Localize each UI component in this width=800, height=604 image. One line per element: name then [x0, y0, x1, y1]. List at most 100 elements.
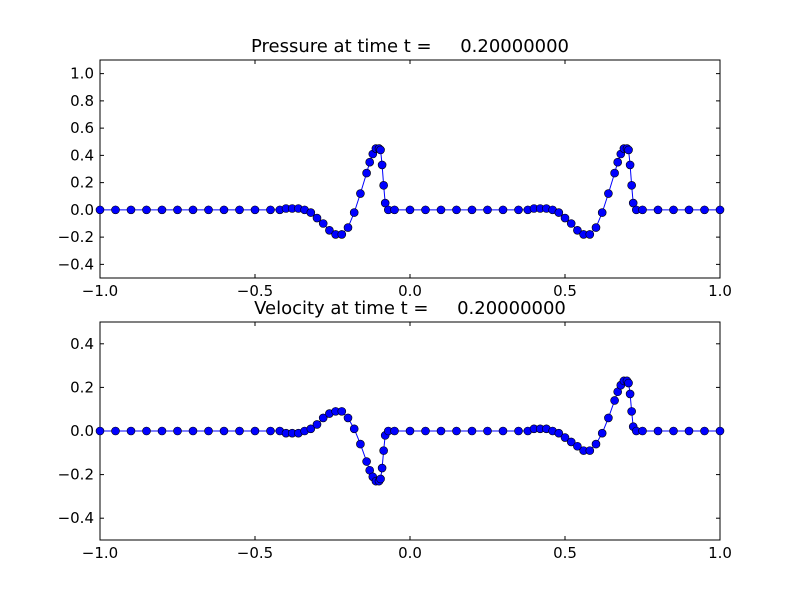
pressure-data-point	[266, 205, 275, 215]
pressure-ytick-label: 0.8	[70, 92, 94, 110]
pressure-ticks: −1.0 −0.5 0.0 0.5 1.0 −0.4 −0.2 0.0 0.2 0.4 0.6 0.8…	[58, 60, 732, 300]
velocity-data-point	[597, 428, 607, 438]
pressure-ytick-label: −0.4	[58, 255, 94, 273]
pressure-data-point	[126, 205, 136, 215]
pressure-data-point	[95, 205, 105, 215]
velocity-xtick-label: −0.5	[237, 544, 273, 562]
velocity-data-point	[318, 413, 328, 423]
velocity-data-point	[452, 426, 461, 436]
pressure-data-point	[638, 205, 647, 215]
velocity-data-point	[554, 428, 564, 438]
pressure-data-point	[498, 205, 508, 215]
pressure-ytick-label: −0.2	[58, 228, 94, 246]
pressure-axes: Pressure at time t = 0.20000000 −1.0 −0.5…	[58, 36, 732, 300]
pressure-data-point	[188, 205, 198, 215]
pressure-data-point	[173, 205, 182, 215]
pressure-data-point	[376, 145, 385, 155]
velocity-data-point	[573, 441, 582, 451]
velocity-data-point	[715, 426, 725, 436]
velocity-data-point	[566, 437, 576, 447]
pressure-data-point	[405, 205, 415, 215]
velocity-xtick-label: 1.0	[708, 544, 732, 562]
pressure-data-point	[142, 205, 151, 215]
velocity-data-point	[625, 389, 635, 399]
pressure-data-point	[219, 205, 229, 215]
pressure-data-point	[356, 189, 365, 198]
pressure-data-point	[560, 213, 570, 223]
velocity-ytick-label: 0.0	[70, 422, 94, 440]
velocity-data-point	[266, 426, 275, 436]
velocity-data-point	[627, 407, 636, 416]
pressure-data-point	[421, 205, 430, 215]
velocity-ytick-label: 0.2	[70, 378, 94, 396]
velocity-data-point	[653, 426, 663, 436]
velocity-data-point	[591, 439, 601, 449]
velocity-data-point	[337, 407, 347, 416]
pressure-data-point	[613, 157, 623, 167]
pressure-data-point	[436, 205, 446, 215]
velocity-data-point	[376, 474, 385, 484]
velocity-data-point	[349, 424, 359, 434]
velocity-ytick-label: 0.4	[70, 335, 94, 353]
velocity-data-point	[111, 426, 120, 436]
velocity-data-point	[377, 463, 387, 473]
velocity-xtick-label: 0.0	[398, 544, 422, 562]
pressure-data-point	[585, 230, 595, 239]
velocity-data-point	[188, 426, 198, 436]
pressure-data-point	[337, 230, 347, 239]
pressure-xtick-label: 0.0	[398, 282, 422, 300]
velocity-data-point	[173, 426, 182, 436]
pressure-data-point	[669, 205, 678, 215]
velocity-data-point	[467, 426, 477, 436]
pressure-plot-area	[99, 59, 721, 279]
velocity-data-point	[638, 426, 647, 436]
pressure-data-point	[157, 205, 167, 215]
velocity-data-point	[436, 426, 446, 436]
pressure-data-point	[452, 205, 461, 215]
pressure-data-point	[306, 208, 316, 217]
pressure-data-point	[312, 213, 322, 223]
pressure-data-point	[365, 157, 375, 167]
pressure-data-point	[700, 205, 709, 215]
pressure-data-point	[604, 189, 613, 198]
pressure-data-point	[111, 205, 120, 215]
velocity-data-point	[204, 426, 213, 436]
pressure-xtick-label: −1.0	[82, 282, 118, 300]
pressure-series	[95, 144, 725, 239]
velocity-axes: Velocity at time t = 0.20000000 −1.0 −0.5…	[58, 298, 732, 562]
velocity-data-point	[219, 426, 229, 436]
pressure-ytick-label: 0.4	[70, 146, 94, 164]
velocity-data-point	[343, 413, 353, 423]
pressure-data-point	[204, 205, 213, 215]
pressure-xtick-label: 0.5	[553, 282, 577, 300]
pressure-data-point	[325, 226, 334, 235]
pressure-data-point	[250, 205, 260, 215]
pressure-data-point	[318, 219, 328, 228]
velocity-data-point	[390, 426, 399, 436]
velocity-data-point	[624, 378, 633, 388]
velocity-data-point	[483, 426, 492, 436]
pressure-data-point	[377, 160, 387, 170]
pressure-ytick-label: 0.0	[70, 201, 94, 219]
pressure-data-point	[467, 205, 477, 215]
velocity-data-point	[585, 446, 595, 455]
velocity-data-point	[362, 457, 371, 466]
velocity-data-point	[235, 426, 244, 436]
pressure-ytick-label: 0.2	[70, 174, 94, 192]
pressure-data-point	[624, 145, 633, 155]
pressure-data-point	[379, 181, 388, 190]
pressure-data-point	[684, 205, 694, 215]
velocity-data-point	[312, 420, 322, 429]
velocity-ytick-label: −0.2	[58, 466, 94, 484]
velocity-ticks: −1.0 −0.5 0.0 0.5 1.0 −0.4 −0.2 0.0 0.2 0.4	[58, 322, 732, 562]
pressure-data-point	[343, 223, 353, 232]
pressure-data-point	[610, 168, 619, 178]
velocity-data-point	[498, 426, 508, 436]
pressure-data-point	[554, 208, 564, 217]
pressure-data-point	[715, 205, 725, 215]
pressure-ytick-label: 1.0	[70, 65, 94, 83]
velocity-data-point	[250, 426, 260, 436]
pressure-title: Pressure at time t = 0.20000000	[251, 36, 569, 57]
pressure-data-point	[362, 168, 371, 178]
